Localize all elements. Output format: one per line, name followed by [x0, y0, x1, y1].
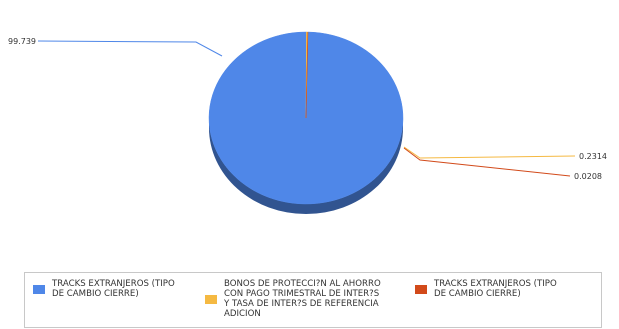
legend-swatch-2 [205, 295, 217, 304]
data-label-slice-3: 0.0208 [574, 172, 602, 181]
legend-item-2[interactable]: BONOS DE PROTECCI?N AL AHORRO CON PAGO T… [205, 279, 381, 319]
pie-slice-3[interactable] [305, 31, 309, 119]
legend: TRACKS EXTRANJEROS (TIPO DE CAMBIO CIERR… [24, 272, 602, 328]
leader-line-1 [37, 40, 223, 57]
legend-item-3[interactable]: TRACKS EXTRANJEROS (TIPO DE CAMBIO CIERR… [415, 279, 557, 299]
data-label-slice-1: 99.739 [8, 37, 36, 46]
legend-label-1: TRACKS EXTRANJEROS (TIPO DE CAMBIO CIERR… [52, 279, 175, 299]
legend-label-2: BONOS DE PROTECCI?N AL AHORRO CON PAGO T… [224, 279, 381, 319]
legend-swatch-3 [415, 285, 427, 294]
leader-lines [37, 40, 576, 177]
data-label-slice-2: 0.2314 [579, 152, 607, 161]
legend-swatch-1 [33, 285, 45, 294]
leader-line-2 [403, 146, 576, 159]
legend-label-3: TRACKS EXTRANJEROS (TIPO DE CAMBIO CIERR… [434, 279, 557, 299]
leader-line-3 [403, 147, 571, 177]
pie-slices [208, 31, 404, 205]
legend-item-1[interactable]: TRACKS EXTRANJEROS (TIPO DE CAMBIO CIERR… [33, 279, 175, 299]
pie-chart: 99.739 0.2314 0.0208 [8, 31, 607, 214]
